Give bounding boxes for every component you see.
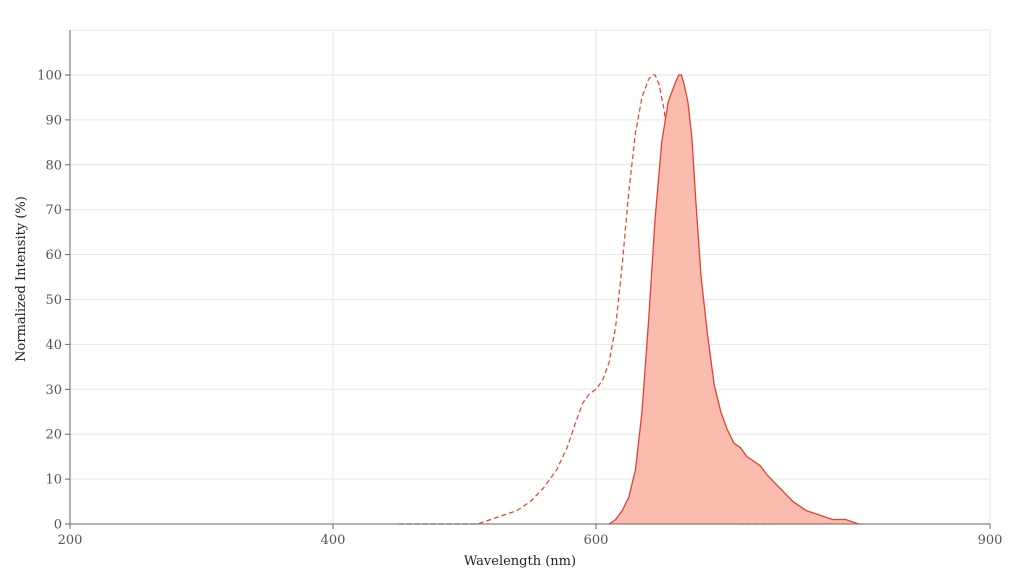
grid [69, 29, 991, 525]
y-tick-label: 10 [45, 473, 62, 488]
y-tick-label: 20 [45, 428, 62, 443]
y-tick-label: 0 [54, 518, 62, 533]
emission-area-fill [609, 75, 859, 524]
y-tick-label: 50 [45, 293, 62, 308]
tick-labels: 0 10 20 30 40 50 60 70 80 90 100 200 400 600 900 [37, 69, 1002, 549]
y-tick-label: 100 [37, 69, 62, 84]
y-tick-label: 60 [45, 248, 62, 263]
y-tick-label: 80 [45, 158, 62, 173]
axes [65, 30, 991, 529]
y-tick-label: 90 [45, 113, 62, 128]
emission-line [608, 74, 859, 525]
y-axis-title: Normalized Intensity (%) [14, 196, 29, 362]
x-tick-label: 600 [584, 533, 609, 548]
x-axis-title: Wavelength (nm) [464, 554, 576, 569]
excitation-dashed-line [398, 74, 780, 525]
y-tick-label: 70 [45, 203, 62, 218]
x-tick-label: 200 [58, 533, 83, 548]
y-tick-label: 40 [45, 338, 62, 353]
series-layer [398, 74, 859, 525]
x-tick-label: 900 [978, 533, 1003, 548]
y-tick-label: 30 [45, 383, 62, 398]
x-tick-label: 400 [321, 533, 346, 548]
